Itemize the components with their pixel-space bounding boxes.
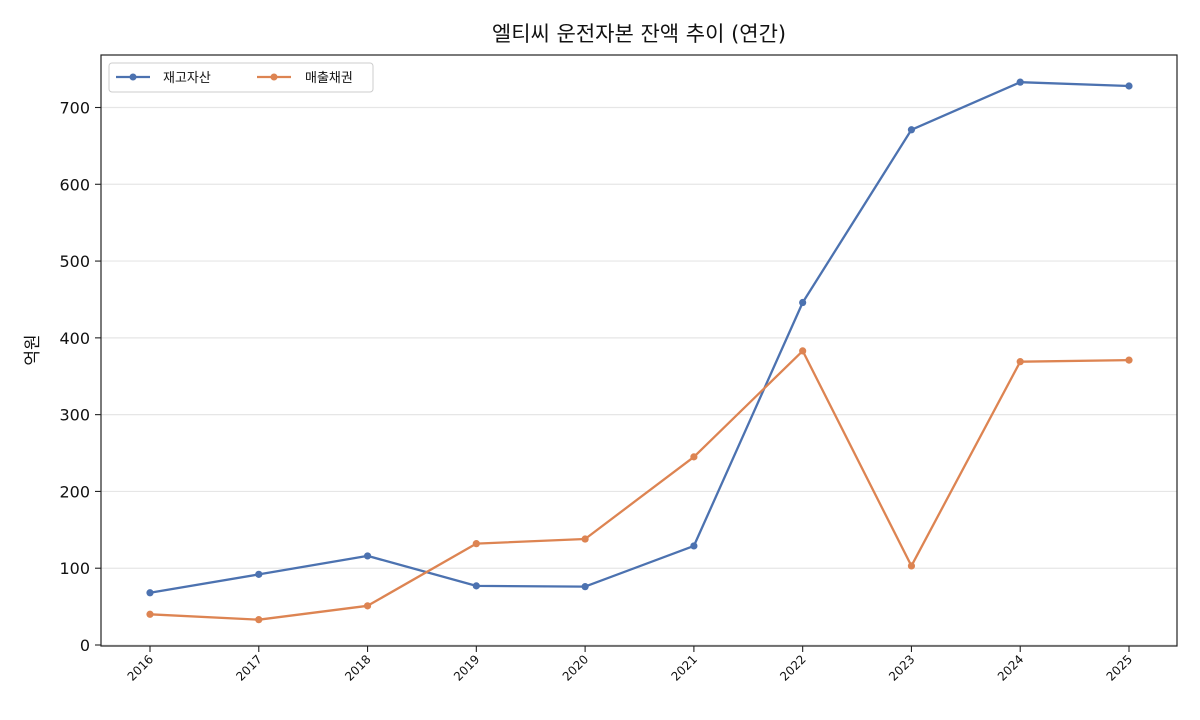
legend-frame	[108, 62, 374, 93]
legend-label-0: 재고자산	[163, 71, 211, 86]
y-tick-label-0: 0	[80, 636, 90, 655]
point-0-2024	[1016, 78, 1024, 86]
point-1-2017	[255, 616, 263, 624]
point-0-2023	[907, 126, 916, 134]
point-0-2016	[146, 589, 154, 597]
series-0	[146, 78, 1133, 597]
y-axis: 0 100 200 300 400 500 600 700	[59, 99, 101, 655]
point-1-2019	[472, 540, 480, 548]
y-tick-label-300: 300	[59, 406, 90, 425]
point-0-2017	[255, 570, 263, 578]
point-0-2025	[1125, 82, 1133, 90]
series-line-1	[149, 349, 1130, 621]
point-0-2022	[799, 298, 807, 307]
legend-marker-0	[129, 73, 137, 81]
point-1-2024	[1016, 358, 1024, 366]
y-tick-label-100: 100	[59, 559, 90, 578]
legend: 재고자산 매출채권	[108, 62, 374, 93]
point-1-2020	[581, 535, 589, 543]
legend-marker-1	[270, 73, 278, 81]
point-0-2020	[581, 583, 589, 591]
series-group	[146, 78, 1133, 624]
point-1-2023	[907, 562, 916, 570]
legend-item-1: 매출채권	[257, 71, 353, 86]
legend-label-1: 매출채권	[305, 71, 353, 86]
chart-title: 엘티씨 운전자본 잔액 추이 (연간)	[492, 22, 786, 46]
series-1	[146, 347, 1133, 624]
y-tick-label-700: 700	[59, 99, 90, 118]
series-line-0	[149, 81, 1130, 594]
y-axis-label: 억원	[23, 334, 43, 365]
point-0-2018	[363, 552, 372, 560]
legend-item-0: 재고자산	[116, 71, 211, 86]
plot-area-frame	[100, 54, 1178, 647]
point-1-2018	[363, 602, 372, 610]
point-1-2022	[799, 347, 807, 355]
point-1-2021	[690, 453, 698, 461]
point-1-2016	[146, 610, 154, 618]
y-tick-label-600: 600	[59, 175, 90, 194]
grid-lines	[101, 106, 1177, 646]
point-0-2021	[690, 542, 698, 550]
point-1-2025	[1125, 356, 1133, 364]
y-tick-label-500: 500	[59, 252, 90, 271]
y-tick-label-400: 400	[59, 329, 90, 348]
point-0-2019	[472, 582, 480, 590]
y-tick-label-200: 200	[59, 482, 90, 501]
